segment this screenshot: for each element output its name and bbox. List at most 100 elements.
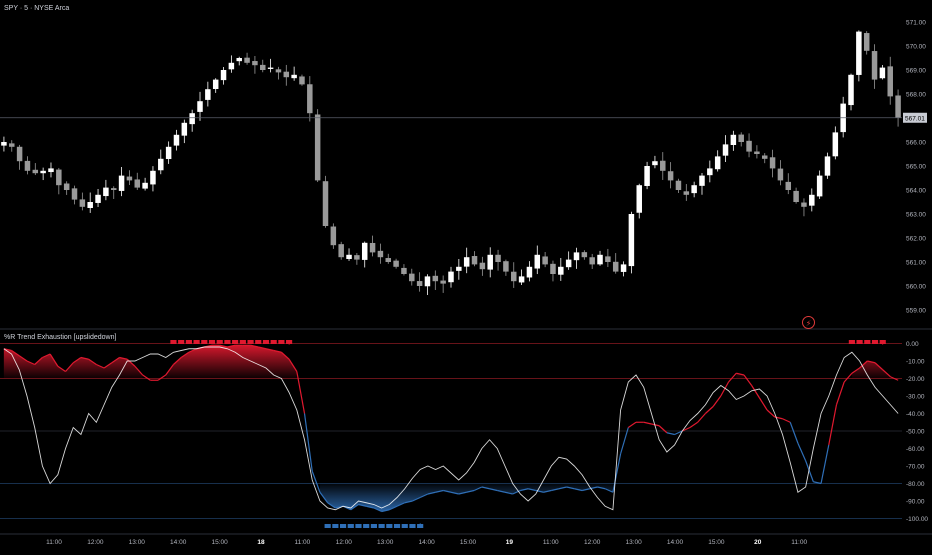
candle-body bbox=[550, 263, 556, 274]
exhaustion-marker bbox=[170, 340, 177, 344]
exhaustion-marker bbox=[378, 524, 385, 528]
slow-line-segment bbox=[373, 507, 382, 513]
slow-line-segment bbox=[627, 421, 637, 428]
exhaustion-marker bbox=[856, 340, 863, 344]
candle-body bbox=[142, 182, 148, 189]
exhaustion-marker bbox=[871, 340, 879, 344]
candle-body bbox=[785, 181, 792, 190]
candle-body bbox=[361, 242, 368, 260]
time-tick-label: 11:00 bbox=[46, 539, 62, 546]
slow-line-segment bbox=[419, 493, 429, 499]
slow-line-segment bbox=[219, 344, 228, 348]
slow-line-segment bbox=[859, 360, 868, 369]
candle-body bbox=[503, 261, 509, 272]
slow-line-segment bbox=[566, 486, 575, 490]
slow-line-segment bbox=[319, 491, 329, 504]
candle-body bbox=[1, 142, 7, 146]
slow-line-segment bbox=[728, 372, 737, 383]
exhaustion-marker bbox=[262, 340, 270, 344]
slow-line-segment bbox=[782, 418, 791, 423]
slow-line-segment bbox=[250, 344, 259, 348]
exhaustion-marker bbox=[239, 340, 246, 344]
slow-line-segment bbox=[890, 376, 899, 381]
slow-line-segment bbox=[835, 381, 845, 405]
slow-line-segment bbox=[157, 374, 167, 381]
exhaustion-marker bbox=[270, 340, 277, 344]
slow-line-segment bbox=[366, 505, 375, 509]
indicator-tick-label: -10.00 bbox=[906, 359, 925, 366]
slow-line-segment bbox=[188, 348, 197, 353]
slow-line-segment bbox=[558, 486, 567, 490]
exhaustion-marker bbox=[393, 524, 401, 528]
slow-line-segment bbox=[134, 365, 144, 376]
candle-body bbox=[212, 79, 219, 90]
slow-line-segment bbox=[26, 360, 35, 366]
candle-body bbox=[620, 264, 627, 272]
candle-body bbox=[534, 254, 541, 269]
slow-line-segment bbox=[88, 358, 97, 365]
slow-line-segment bbox=[489, 488, 498, 492]
slow-line-segment bbox=[766, 409, 776, 418]
slow-line-segment bbox=[165, 364, 174, 376]
candle-body bbox=[424, 276, 431, 287]
slow-line-segment bbox=[882, 369, 891, 378]
candle-body bbox=[526, 266, 533, 278]
slow-line-segment bbox=[797, 443, 807, 461]
candle-body bbox=[16, 146, 23, 162]
time-tick-label: 14:00 bbox=[170, 539, 187, 546]
triangle-up-marker bbox=[417, 523, 424, 528]
candle-body bbox=[769, 157, 776, 169]
price-tick-label: 563.00 bbox=[906, 212, 926, 219]
indicator-title[interactable]: %R Trend Exhaustion [upslidedown] bbox=[4, 334, 117, 341]
slow-line-segment bbox=[581, 488, 590, 492]
candle-body bbox=[730, 134, 737, 145]
symbol-title: SPY · 5 · NYSE Arca bbox=[4, 5, 70, 12]
time-tick-label: 15:00 bbox=[211, 539, 228, 546]
exhaustion-marker bbox=[193, 340, 200, 344]
slow-line-segment bbox=[389, 505, 398, 511]
candle-body bbox=[330, 226, 337, 246]
slow-line-segment bbox=[42, 353, 51, 359]
candle-body bbox=[777, 168, 784, 181]
candle-body bbox=[118, 175, 125, 191]
slow-line-segment bbox=[466, 489, 475, 493]
candle-body bbox=[409, 273, 415, 282]
exhaustion-marker bbox=[363, 524, 370, 528]
slow-line-segment bbox=[412, 496, 421, 502]
exhaustion-marker bbox=[278, 340, 285, 344]
price-tick-label: 566.00 bbox=[906, 140, 926, 147]
candle-body bbox=[589, 257, 595, 265]
candle-body bbox=[448, 271, 454, 283]
candle-body bbox=[628, 214, 635, 267]
candle-body bbox=[746, 140, 752, 152]
slow-line-segment bbox=[473, 486, 483, 492]
exhaustion-marker bbox=[339, 524, 347, 528]
candle-body bbox=[205, 89, 211, 100]
time-tick-label: 12:00 bbox=[336, 539, 353, 546]
candle-body bbox=[79, 199, 86, 207]
price-tick-label: 564.00 bbox=[906, 188, 926, 195]
candle-body bbox=[761, 155, 768, 159]
slow-line-segment bbox=[751, 385, 760, 399]
candle-body bbox=[71, 188, 78, 200]
time-tick-label: 14:00 bbox=[667, 539, 684, 546]
indicator-tick-label: -80.00 bbox=[906, 481, 925, 488]
slow-line-segment bbox=[258, 346, 267, 350]
slow-line-segment bbox=[758, 397, 768, 411]
slow-line-segment bbox=[280, 351, 290, 360]
slow-line-segment bbox=[620, 427, 629, 454]
exhaustion-marker bbox=[347, 524, 354, 528]
slow-line-segment bbox=[11, 350, 20, 357]
slow-line-segment bbox=[520, 488, 529, 492]
slow-line-segment bbox=[65, 362, 74, 372]
lightning-icon[interactable]: ⚡ bbox=[802, 316, 815, 329]
slow-line-segment bbox=[396, 502, 405, 507]
exhaustion-marker bbox=[201, 340, 208, 344]
candle-body bbox=[150, 170, 156, 185]
slow-line-segment bbox=[288, 358, 298, 372]
price-tick-label: 561.00 bbox=[906, 260, 926, 267]
candle-body bbox=[573, 252, 580, 261]
slow-line-segment bbox=[689, 421, 699, 428]
exhaustion-marker bbox=[324, 524, 331, 528]
